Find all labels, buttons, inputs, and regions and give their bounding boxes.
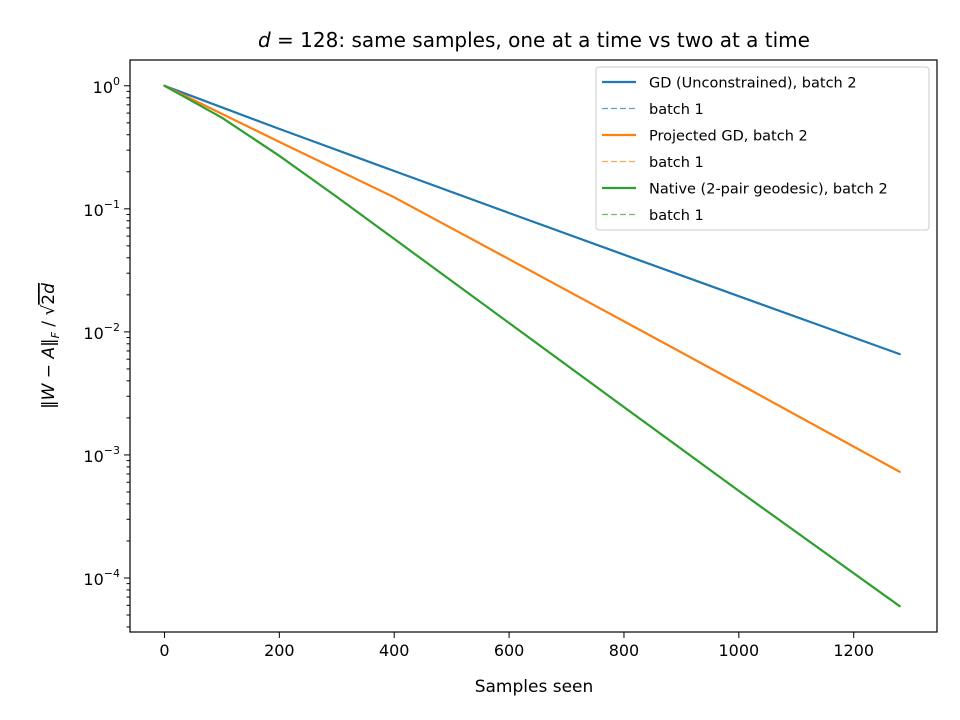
x-tick-label: 1200 bbox=[833, 641, 874, 660]
y-label-sqrt-inner: 2 bbox=[39, 294, 59, 305]
legend: GD (Unconstrained), batch 2 batch 1 Projec… bbox=[595, 66, 930, 231]
y-tick-base: 10 bbox=[93, 78, 113, 97]
chart-title-variable: d bbox=[258, 28, 271, 52]
legend-items: GD (Unconstrained), batch 2 batch 1 Projec… bbox=[602, 76, 888, 224]
y-label-d: d bbox=[39, 283, 59, 294]
x-tick-label: 800 bbox=[609, 641, 640, 660]
legend-label-0: GD (Unconstrained), batch 2 bbox=[649, 76, 857, 92]
series-line-5 bbox=[163, 85, 901, 607]
legend-label-5: batch 1 bbox=[649, 208, 704, 224]
y-label-minus: − bbox=[39, 359, 59, 384]
y-axis-label-group: ‖W − A‖F / √2d bbox=[39, 283, 62, 409]
x-tick-label: 400 bbox=[379, 641, 410, 660]
legend-label-1: batch 1 bbox=[649, 102, 704, 118]
y-tick-label: 10−2 bbox=[83, 321, 120, 343]
y-tick-base: 10 bbox=[83, 447, 103, 466]
series-layer bbox=[163, 84, 901, 608]
y-tick-exponent: −2 bbox=[104, 321, 120, 334]
y-tick-label: 10−3 bbox=[83, 444, 120, 466]
y-label-w: W bbox=[39, 382, 59, 400]
y-tick-base: 10 bbox=[83, 324, 103, 343]
chart-title-group: d = 128: same samples, one at a time vs … bbox=[258, 28, 810, 52]
x-tick-label: 600 bbox=[494, 641, 525, 660]
x-axis-label: Samples seen bbox=[475, 677, 594, 697]
y-tick-label: 10−1 bbox=[83, 198, 120, 220]
legend-label-4: Native (2-pair geodesic), batch 2 bbox=[649, 182, 888, 198]
y-tick-label: 100 bbox=[93, 75, 120, 97]
x-tick-label: 1000 bbox=[718, 641, 759, 660]
y-tick-exponent: 0 bbox=[113, 75, 120, 88]
x-tick-label: 200 bbox=[264, 641, 295, 660]
x-axis-ticks: 0 200 400 600 800 1000 1200 bbox=[159, 632, 874, 660]
y-tick-base: 10 bbox=[83, 570, 103, 589]
series-line-3 bbox=[163, 85, 901, 473]
y-axis-label: ‖W − A‖F / √2d bbox=[39, 283, 62, 409]
y-tick-label: 10−4 bbox=[83, 567, 120, 589]
series-line-1 bbox=[163, 85, 901, 355]
y-label-slash: / bbox=[39, 316, 59, 333]
y-label-sqrt: √ bbox=[39, 305, 59, 316]
chart-title-text: : same samples, one at a time vs two at … bbox=[338, 28, 810, 52]
chart-title: d = 128: same samples, one at a time vs … bbox=[258, 28, 810, 52]
y-axis-minor-ticks bbox=[126, 90, 130, 628]
legend-frame bbox=[595, 66, 930, 231]
plot-frame bbox=[129, 59, 938, 633]
x-tick-label: 0 bbox=[159, 641, 169, 660]
legend-label-2: Projected GD, batch 2 bbox=[649, 129, 808, 145]
y-label-norm-close: ‖ bbox=[39, 338, 59, 347]
y-label-norm-open: ‖ bbox=[39, 400, 59, 409]
y-tick-base: 10 bbox=[83, 201, 103, 220]
y-tick-exponent: −3 bbox=[104, 444, 120, 457]
y-label-subscript-f: F bbox=[49, 331, 62, 338]
y-label-a: A bbox=[39, 347, 59, 360]
y-tick-exponent: −4 bbox=[104, 567, 120, 580]
chart-title-equals: = 128 bbox=[271, 28, 339, 52]
y-tick-exponent: −1 bbox=[104, 198, 120, 211]
legend-label-3: batch 1 bbox=[649, 155, 704, 171]
axes bbox=[129, 59, 938, 633]
